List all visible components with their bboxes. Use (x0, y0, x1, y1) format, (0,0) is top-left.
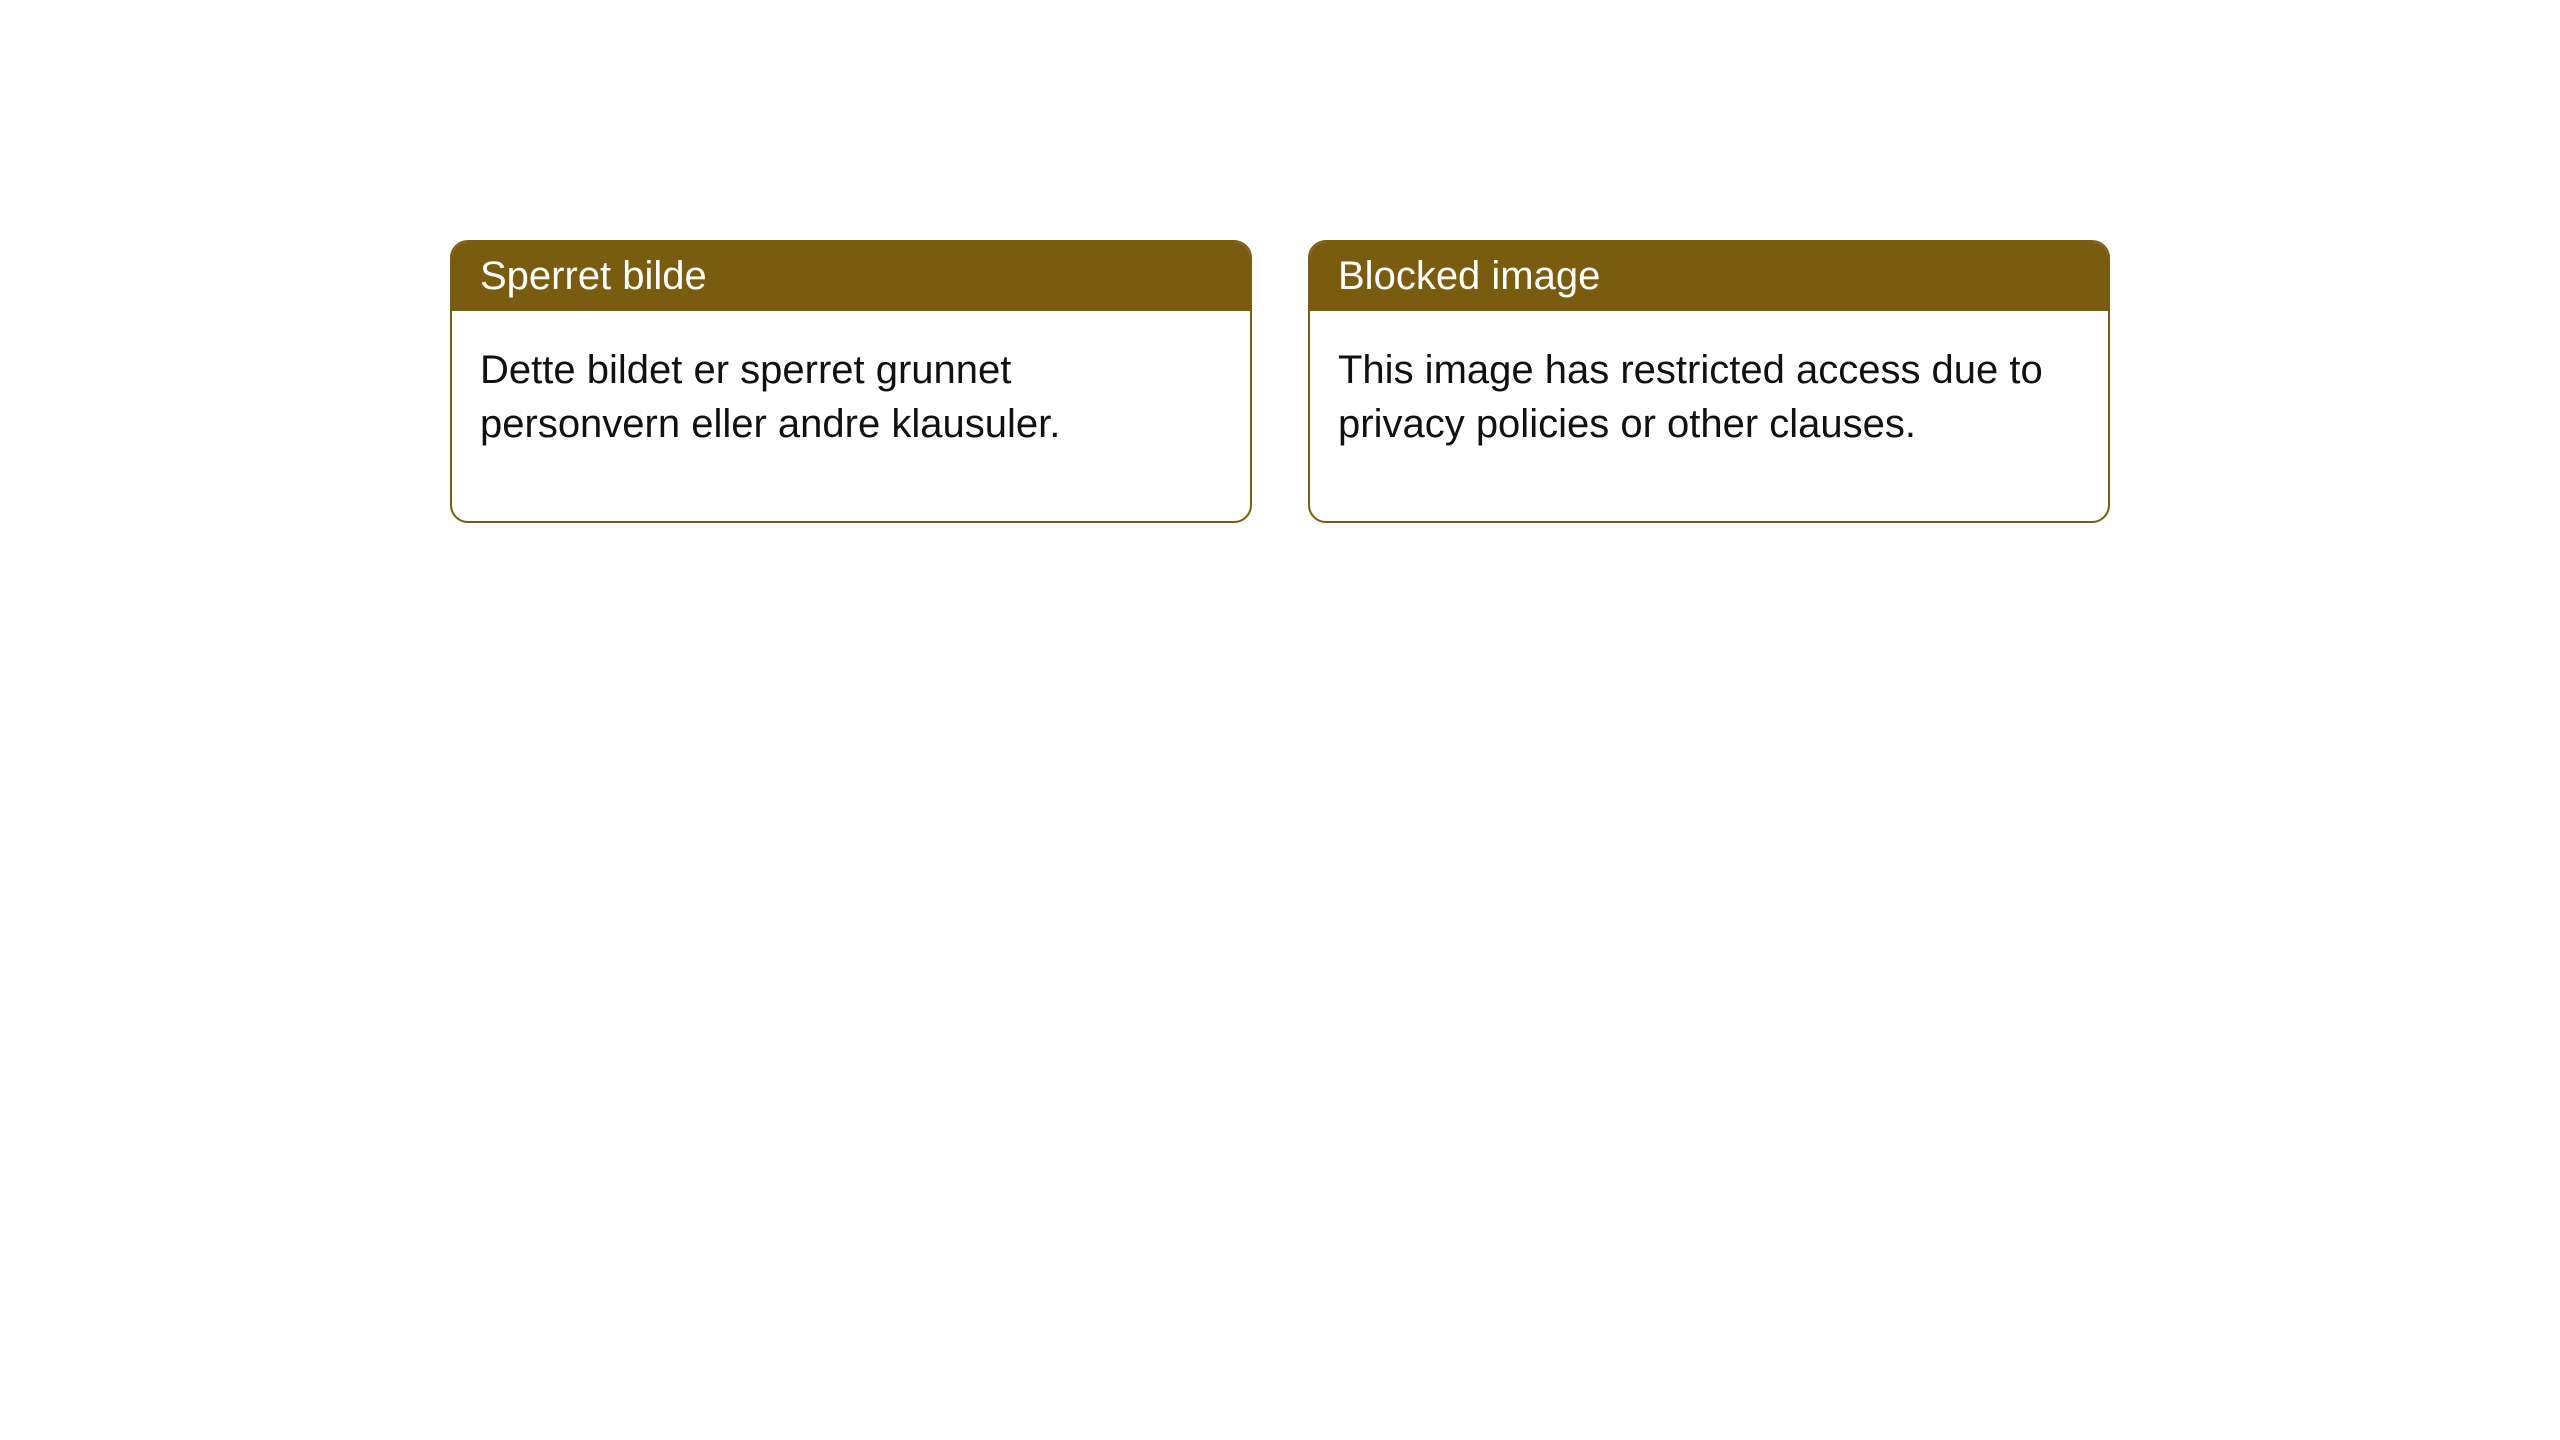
card-body-text: This image has restricted access due to … (1338, 348, 2043, 446)
notice-card-english: Blocked image This image has restricted … (1308, 240, 2110, 523)
card-header: Blocked image (1310, 242, 2108, 311)
card-body: Dette bildet er sperret grunnet personve… (452, 311, 1250, 521)
card-body-text: Dette bildet er sperret grunnet personve… (480, 348, 1060, 446)
card-header: Sperret bilde (452, 242, 1250, 311)
notice-container: Sperret bilde Dette bildet er sperret gr… (450, 240, 2110, 523)
card-body: This image has restricted access due to … (1310, 311, 2108, 521)
card-title: Blocked image (1338, 254, 1600, 298)
notice-card-norwegian: Sperret bilde Dette bildet er sperret gr… (450, 240, 1252, 523)
card-title: Sperret bilde (480, 254, 707, 298)
